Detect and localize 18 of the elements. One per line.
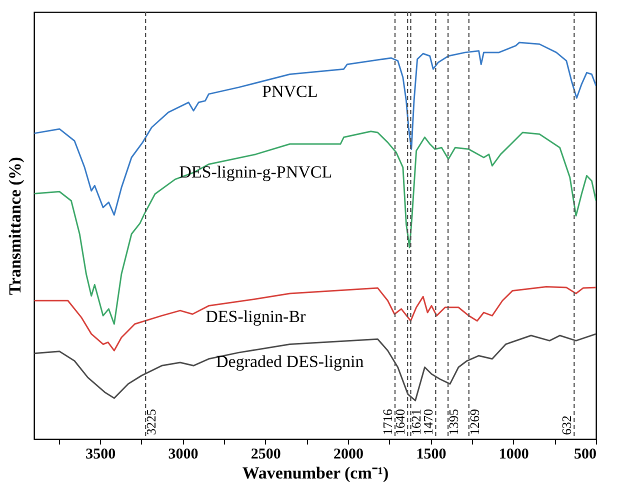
ref-line-label: 1640 [392,409,408,435]
series-label: PNVCL [262,82,318,102]
ref-line-label: 3225 [144,409,159,435]
x-tick-label: 2500 [250,446,281,462]
ref-line-label: 632 [559,416,574,435]
x-tick-label: 500 [574,446,596,462]
series-label: Degraded DES-lignin [216,352,364,372]
ref-line-label: 1716 [380,408,395,435]
x-tick-label: 3000 [168,446,198,462]
ref-line-label: 1269 [466,409,482,435]
x-tick-label: 2000 [334,446,364,462]
y-axis-title: Transmittance (%) [6,156,24,296]
x-tick-label: 3500 [86,446,116,462]
x-axis-title: Wavenumber (cm⁻¹) [242,464,389,482]
ref-line-label: 1395 [446,409,462,435]
x-tick-label: 1000 [498,446,529,462]
x-tick-label: 1500 [416,446,446,462]
series-label: DES-lignin-Br [206,307,306,326]
